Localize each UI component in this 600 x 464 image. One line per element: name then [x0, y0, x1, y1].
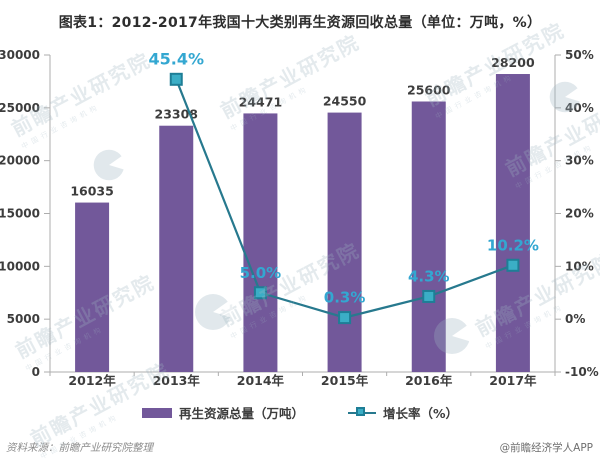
left-axis-tick-label: 30000 — [0, 48, 40, 62]
bar-value-label: 23308 — [155, 107, 199, 122]
x-axis-category-label: 2013年 — [153, 373, 201, 388]
legend-item-growth-rate: 增长率（%） — [347, 403, 459, 422]
left-axis-tick-label: 10000 — [0, 259, 40, 273]
bar-value-label: 24471 — [239, 94, 283, 109]
legend-item-total-volume: 再生资源总量（万吨） — [141, 403, 304, 422]
chart-legend: 再生资源总量（万吨） 增长率（%） — [0, 403, 600, 422]
source-note: 资料来源：前瞻产业研究院整理 — [6, 442, 153, 454]
x-axis-category-label: 2016年 — [405, 373, 453, 388]
right-axis-tick-label: 30% — [565, 154, 594, 168]
growth-value-label: 45.4% — [148, 49, 204, 68]
line-swatch-marker — [355, 407, 365, 416]
bar-2013年 — [159, 125, 194, 373]
bar-line-chart: 0 5000 10000 15000 20000 25000 30000 -10% 0% 10% 2… — [0, 48, 599, 388]
growth-marker-2016年 — [422, 289, 436, 303]
bar-value-label: 24550 — [323, 94, 367, 109]
growth-marker-2013年 — [169, 72, 183, 86]
bar-value-label: 28200 — [491, 55, 535, 70]
growth-value-label: 10.2% — [487, 236, 539, 254]
x-axis-category-label: 2014年 — [237, 373, 285, 388]
bar-2012年 — [75, 202, 110, 372]
right-axis-tick-label: 20% — [565, 207, 594, 221]
bar-2014年 — [243, 113, 278, 373]
growth-marker-2015年 — [338, 311, 352, 325]
bar-2016年 — [411, 101, 446, 372]
credit-label: @前瞻经济学人APP — [499, 442, 593, 454]
left-axis-tick-label: 5000 — [7, 312, 40, 326]
line-series-swatch — [347, 407, 376, 419]
left-axis-tick-label: 0 — [32, 365, 40, 379]
left-axis-tick-label: 15000 — [0, 207, 40, 221]
growth-value-label: 0.3% — [324, 289, 366, 307]
growth-value-label: 5.0% — [240, 264, 282, 282]
right-axis-tick-label: -10% — [565, 365, 599, 379]
bar-2017年 — [495, 74, 530, 372]
x-axis-category-label: 2015年 — [321, 373, 369, 388]
right-axis-tick-label: 50% — [565, 48, 594, 62]
right-axis-tick-label: 10% — [565, 259, 594, 273]
chart-footer: 资料来源：前瞻产业研究院整理 @前瞻经济学人APP — [0, 440, 600, 455]
legend-label-growth-rate: 增长率（%） — [382, 406, 459, 421]
legend-label-total-volume: 再生资源总量（万吨） — [178, 406, 304, 421]
growth-marker-2014年 — [253, 286, 267, 300]
bar-2015年 — [327, 112, 362, 373]
x-axis-category-label: 2012年 — [68, 373, 116, 388]
right-axis-tick-label: 40% — [565, 101, 594, 115]
bar-value-label: 16035 — [70, 184, 114, 199]
right-axis-tick-label: 0% — [565, 312, 585, 326]
growth-value-label: 4.3% — [408, 267, 450, 285]
chart-title: 图表1：2012-2017年我国十大类别再生资源回收总量（单位：万吨，%） — [58, 15, 542, 31]
x-axis-category-label: 2017年 — [489, 373, 537, 388]
left-axis-tick-label: 20000 — [0, 154, 40, 168]
growth-marker-2017年 — [506, 258, 520, 272]
left-axis-tick-label: 25000 — [0, 101, 40, 115]
bar-value-label: 25600 — [407, 82, 451, 97]
bar-series-swatch — [141, 407, 172, 418]
